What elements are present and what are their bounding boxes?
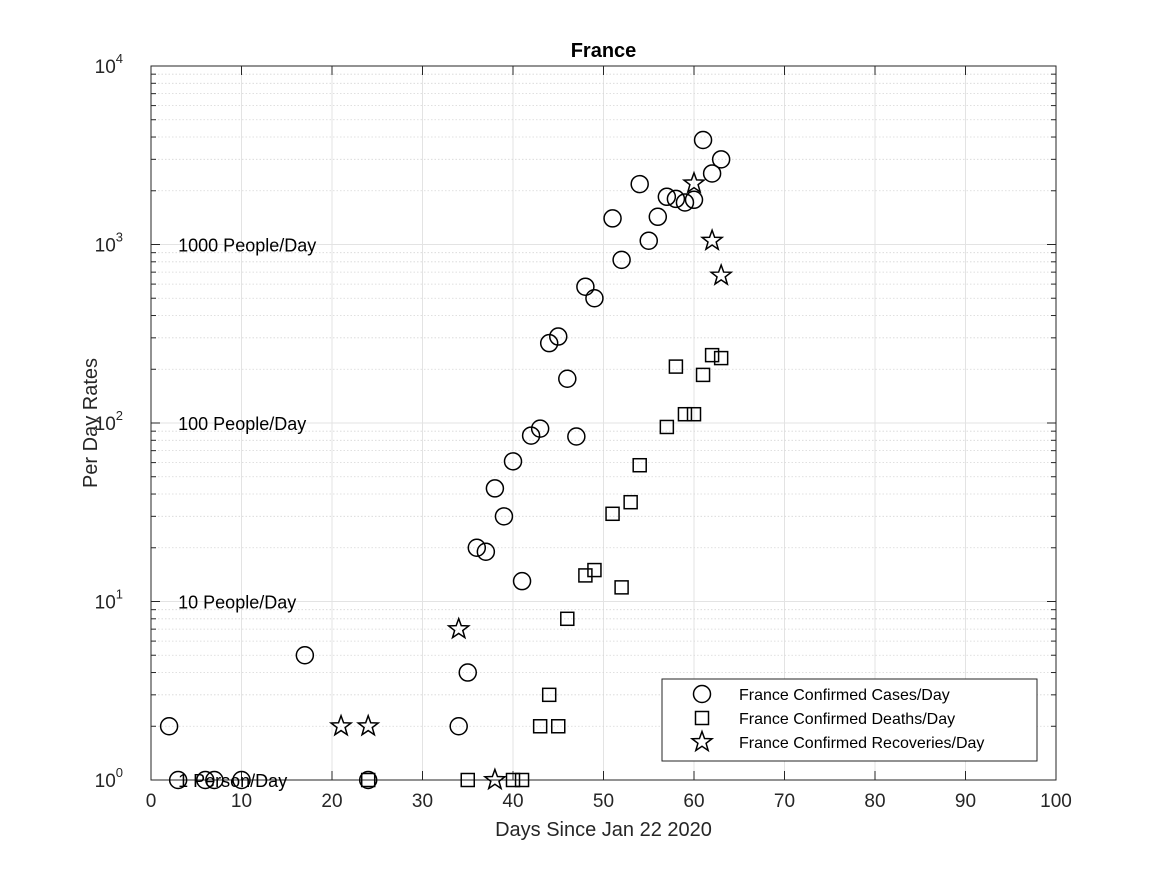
cases-point (549, 327, 568, 346)
cases-point (711, 150, 731, 169)
cases-point (503, 452, 523, 471)
deaths-point (532, 719, 548, 734)
deaths-point (686, 406, 702, 422)
x-tick-label: 90 (955, 791, 976, 812)
cases-point (168, 770, 188, 790)
cases-point (449, 717, 468, 736)
cases-point (476, 542, 496, 561)
deaths-point (704, 347, 720, 363)
reference-annotation: 100 People/Day (178, 414, 306, 434)
y-axis-label: Per Day Rates (80, 358, 102, 488)
legend-entry: France Confirmed Deaths/Day (739, 711, 955, 728)
deaths-point (460, 772, 475, 788)
x-tick-label: 0 (146, 791, 157, 812)
cases-point (232, 770, 251, 790)
recoveries-point (446, 616, 471, 640)
deaths-point (505, 772, 521, 788)
cases-point (702, 164, 722, 183)
y-tick-label: 100 (95, 765, 123, 792)
legend-entry: France Confirmed Cases/Day (739, 687, 950, 704)
x-tick-label: 40 (502, 791, 523, 812)
cases-point (196, 770, 215, 790)
cases-point (567, 427, 586, 446)
cases-point (657, 187, 677, 207)
y-tick-label: 103 (95, 230, 123, 257)
x-tick-label: 70 (774, 791, 795, 812)
x-tick-label: 60 (683, 791, 704, 812)
legend-marker-circle (692, 684, 712, 704)
legend-entry: France Confirmed Recoveries/Day (739, 735, 984, 752)
cases-point (558, 369, 577, 388)
cases-point (576, 277, 595, 296)
cases-point (530, 419, 550, 438)
cases-point (648, 207, 668, 227)
legend-box (661, 678, 1038, 762)
cases-point (458, 663, 477, 682)
axis-ticks: 0 10 20 30 40 50 60 70 80 90 100 100 101 102 103 104 (95, 51, 1072, 812)
cases-point (494, 507, 514, 526)
recoveries-point (709, 262, 734, 286)
deaths-point (623, 494, 638, 510)
cases-point (467, 538, 487, 558)
cases-point (639, 231, 658, 250)
cases-point (295, 645, 315, 665)
x-axis-label: Days Since Jan 22 2020 (495, 819, 712, 841)
deaths-point (659, 419, 675, 435)
y-tick-label: 101 (95, 587, 123, 614)
reference-annotation: 10 People/Day (178, 593, 296, 613)
x-tick-label: 50 (593, 791, 614, 812)
cases-point (693, 130, 713, 150)
cases-point (358, 770, 378, 790)
cases-point (630, 174, 649, 194)
cases-point (603, 209, 622, 228)
legend: France Confirmed Cases/Day France Confirm… (661, 678, 1038, 762)
deaths-point (360, 772, 376, 788)
cases-point (666, 189, 686, 209)
recoveries-point (681, 170, 707, 194)
deaths-point (560, 611, 575, 627)
cases-point (612, 250, 631, 270)
recoveries-point (482, 767, 507, 791)
chart-title: France (571, 40, 637, 62)
y-tick-label: 102 (95, 408, 123, 435)
data-markers (159, 130, 734, 791)
cases-point (159, 717, 179, 736)
deaths-point (695, 367, 711, 383)
deaths-point (514, 772, 530, 788)
deaths-point (541, 687, 557, 703)
x-tick-label: 20 (321, 791, 342, 812)
y-tick-label: 104 (95, 51, 123, 78)
cases-point (684, 190, 704, 210)
cases-point (205, 770, 224, 790)
deaths-point (632, 457, 647, 473)
deaths-point (668, 359, 684, 374)
recoveries-point (328, 713, 354, 737)
legend-marker-square (694, 710, 710, 726)
legend-marker-star (689, 729, 715, 753)
recoveries-point (700, 228, 725, 252)
deaths-point (578, 568, 593, 583)
deaths-point (614, 580, 629, 595)
recoveries-point (356, 713, 381, 737)
deaths-point (605, 506, 620, 522)
deaths-point (713, 350, 729, 366)
deaths-point (587, 562, 602, 578)
x-tick-label: 10 (231, 791, 252, 812)
x-tick-label: 80 (864, 791, 885, 812)
x-tick-label: 100 (1040, 791, 1072, 812)
deaths-point (677, 406, 693, 422)
cases-point (485, 479, 505, 498)
reference-annotation: 1000 People/Day (178, 236, 316, 256)
cases-point (512, 571, 532, 591)
deaths-point (551, 719, 566, 734)
cases-point (585, 288, 604, 308)
x-tick-label: 30 (412, 791, 433, 812)
cases-point (675, 193, 695, 212)
